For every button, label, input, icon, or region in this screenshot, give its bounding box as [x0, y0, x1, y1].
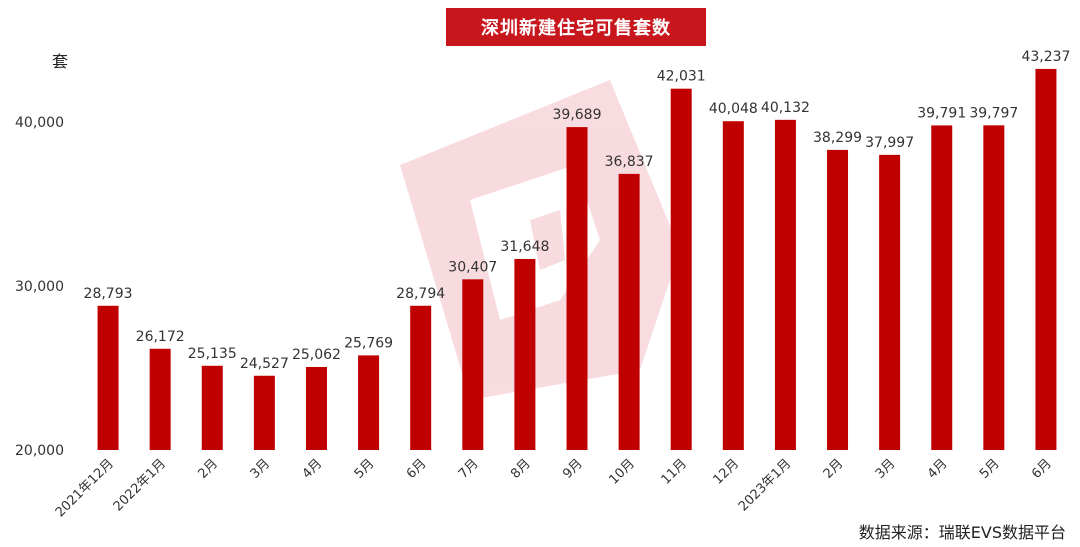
x-tick-label: 7月 [456, 456, 482, 482]
y-tick-label: 20,000 [15, 443, 64, 459]
x-tick-label: 11月 [659, 456, 690, 487]
bar [305, 366, 327, 450]
data-label: 25,135 [188, 346, 237, 362]
bar [983, 125, 1005, 451]
data-label: 37,997 [865, 135, 914, 151]
y-tick-label: 40,000 [15, 115, 64, 131]
data-label: 28,794 [396, 286, 445, 302]
bar [879, 154, 901, 451]
x-tick-label: 8月 [508, 456, 534, 482]
x-tick-label: 3月 [873, 456, 899, 482]
x-tick-label: 2022年1月 [111, 456, 169, 514]
bar [1035, 68, 1057, 450]
data-label: 28,793 [84, 286, 133, 302]
data-label: 39,791 [917, 105, 966, 121]
data-label: 38,299 [813, 130, 862, 146]
x-tick-label: 2021年12月 [53, 456, 117, 520]
bar [722, 121, 744, 450]
x-tick-label: 2月 [821, 456, 847, 482]
bar [827, 149, 849, 450]
data-label: 39,797 [969, 105, 1018, 121]
data-label: 43,237 [1021, 49, 1070, 65]
y-axis-unit-label: 套 [52, 52, 69, 71]
data-label: 36,837 [605, 154, 654, 170]
x-tick-label: 4月 [925, 456, 951, 482]
x-tick-label: 10月 [606, 456, 637, 487]
y-tick-label: 30,000 [15, 279, 64, 295]
data-label: 42,031 [657, 69, 706, 85]
x-tick-label: 9月 [560, 456, 586, 482]
bar [149, 348, 171, 450]
x-tick-label: 5月 [352, 456, 378, 482]
bar [931, 125, 953, 450]
data-label: 39,689 [553, 107, 602, 123]
bar [462, 279, 484, 450]
bar [566, 127, 588, 450]
bar [201, 365, 223, 450]
x-tick-label: 6月 [404, 456, 430, 482]
data-label: 40,048 [709, 101, 758, 117]
data-label: 31,648 [500, 239, 549, 255]
x-tick-label: 2月 [195, 456, 221, 482]
x-tick-label: 12月 [711, 456, 742, 487]
data-label: 40,132 [761, 100, 810, 116]
data-label: 30,407 [448, 259, 497, 275]
x-tick-label: 2023年1月 [736, 456, 794, 514]
data-source-note: 数据来源：瑞联EVS数据平台 [858, 523, 1066, 542]
bar [514, 258, 536, 450]
data-label: 25,769 [344, 335, 393, 351]
data-label: 25,062 [292, 347, 341, 363]
bar [97, 305, 119, 450]
data-label: 26,172 [136, 329, 185, 345]
x-tick-label: 3月 [248, 456, 274, 482]
bar [253, 375, 275, 450]
bar [774, 119, 796, 450]
x-tick-label: 5月 [977, 456, 1003, 482]
bar [670, 88, 692, 451]
data-label: 24,527 [240, 356, 289, 372]
bar [410, 305, 432, 450]
bar [618, 173, 640, 450]
chart-title: 深圳新建住宅可售套数 [446, 8, 706, 46]
bar [358, 355, 380, 450]
x-tick-label: 4月 [300, 456, 326, 482]
x-tick-label: 6月 [1029, 456, 1055, 482]
